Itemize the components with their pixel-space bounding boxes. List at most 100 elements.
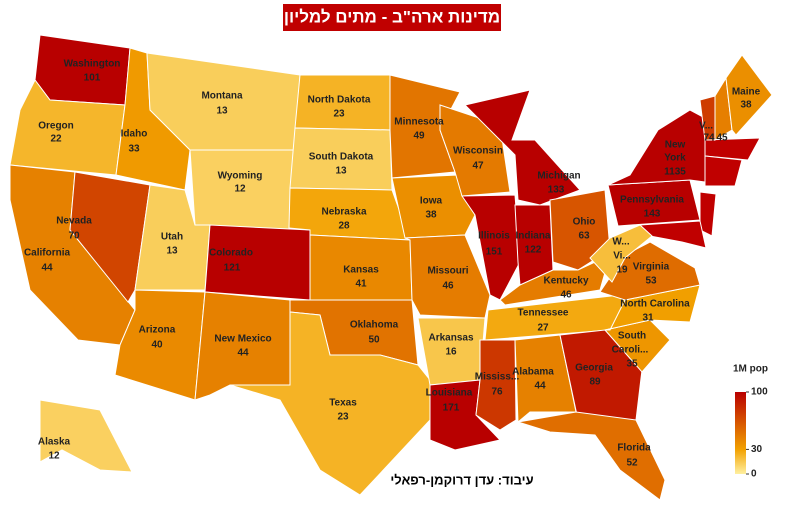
state-value: 38	[740, 100, 752, 111]
state-name: Florida	[617, 443, 651, 454]
state-shape	[39, 399, 133, 473]
state-value: 121	[224, 263, 241, 274]
state-value: 50	[368, 335, 380, 346]
state-name: Kentucky	[543, 276, 588, 287]
legend-tick-label: 100	[751, 387, 768, 398]
state-name: York	[664, 153, 686, 164]
state-shape	[391, 174, 476, 239]
state-value: 31	[642, 313, 654, 324]
state-name: Louisiana	[426, 388, 473, 399]
state-name: Texas	[329, 398, 357, 409]
state-name: Missouri	[427, 266, 468, 277]
legend-tick-label: 0	[751, 469, 757, 480]
state-name: North Dakota	[308, 95, 371, 106]
state-value: 44	[237, 348, 249, 359]
state-shape	[34, 34, 131, 106]
state-value: 46	[560, 290, 572, 301]
state-value: 63	[578, 231, 590, 242]
state-value: 49	[413, 131, 425, 142]
state-name: New Mexico	[214, 334, 271, 345]
state-shape	[69, 171, 151, 303]
state-value: 76	[491, 387, 503, 398]
state-value: 74	[703, 133, 715, 144]
state-name: Montana	[201, 91, 243, 102]
title: מדינות ארה"ב - מתים למליון	[284, 7, 500, 26]
state-shape	[514, 334, 577, 424]
legend: 100 30 0	[746, 387, 768, 480]
state-name: North Carolina	[620, 299, 690, 310]
state-shape	[475, 339, 517, 431]
state-name: Indiana	[515, 231, 550, 242]
state-name: Tennessee	[518, 308, 569, 319]
state-value: 44	[534, 381, 546, 392]
state-name: Wyoming	[218, 171, 263, 182]
state-shape	[464, 89, 581, 206]
state-shape	[607, 109, 706, 186]
state-name: New	[665, 140, 686, 151]
state-shape	[194, 291, 291, 401]
state-value: 23	[333, 109, 345, 120]
state-value: 35	[626, 359, 638, 370]
state-name: Iowa	[420, 196, 443, 207]
state-value: 44	[41, 263, 53, 274]
state-value: 41	[355, 279, 367, 290]
state-name: Arizona	[139, 325, 176, 336]
state-value: 40	[151, 340, 163, 351]
state-value: 143	[644, 209, 661, 220]
state-value: 1135	[664, 167, 686, 178]
state-value: 38	[425, 210, 437, 221]
state-name: Georgia	[575, 363, 613, 374]
state-value: 151	[486, 247, 503, 258]
state-name: Minnesota	[394, 117, 444, 128]
state-name: Alabama	[512, 367, 554, 378]
state-value: 33	[128, 144, 140, 155]
state-name: Idaho	[121, 129, 148, 140]
state-value: 13	[335, 166, 347, 177]
state-name: Virginia	[633, 262, 670, 273]
state-name: Ohio	[573, 217, 596, 228]
state-name: Kansas	[343, 265, 379, 276]
state-shape	[559, 329, 643, 421]
state-value: 52	[626, 458, 638, 469]
state-value: 89	[589, 377, 601, 388]
title-box	[283, 4, 501, 31]
state-name: Nebraska	[321, 207, 366, 218]
state-name: South Dakota	[309, 152, 374, 163]
state-name: Pennsylvania	[620, 195, 684, 206]
state-value: 23	[337, 412, 349, 423]
state-value: 12	[48, 451, 60, 462]
state-name: Illinois	[478, 231, 510, 242]
labels: Washington 101 Oregon 22 California 44 Nevada 7…	[24, 59, 761, 469]
state-name: Colorado	[209, 248, 253, 259]
state-name: Alaska	[38, 437, 71, 448]
state-value: 22	[50, 134, 62, 145]
state-name: Arkansas	[428, 333, 473, 344]
state-value: 47	[472, 161, 484, 172]
state-value: 19	[616, 265, 628, 276]
state-name: Maine	[732, 87, 761, 98]
state-shape	[699, 191, 717, 237]
state-name: V...	[699, 121, 713, 132]
state-value: 122	[525, 245, 542, 256]
state-value: 12	[234, 184, 246, 195]
state-name: Caroli...	[612, 345, 649, 356]
state-name: Vi...	[613, 251, 631, 262]
state-value: 45	[716, 133, 728, 144]
state-value: 28	[338, 221, 350, 232]
state-value: 53	[645, 276, 657, 287]
state-shape	[704, 155, 743, 187]
credit: עיבוד: עדן דרוקמן-רפאלי	[390, 472, 533, 487]
state-name: Washington	[64, 59, 121, 70]
state-value: 70	[68, 231, 80, 242]
state-shape	[204, 224, 311, 301]
legend-title: 1M pop	[733, 364, 768, 375]
state-name: California	[24, 248, 71, 259]
state-name: Oklahoma	[350, 320, 399, 331]
state-name: Wisconsin	[453, 146, 503, 157]
legend-bar	[735, 392, 746, 474]
state-value: 171	[443, 403, 460, 414]
state-value: 133	[548, 185, 565, 196]
state-name: Michigan	[537, 171, 580, 182]
state-shape	[404, 234, 491, 319]
legend-tick-label: 30	[751, 444, 763, 455]
